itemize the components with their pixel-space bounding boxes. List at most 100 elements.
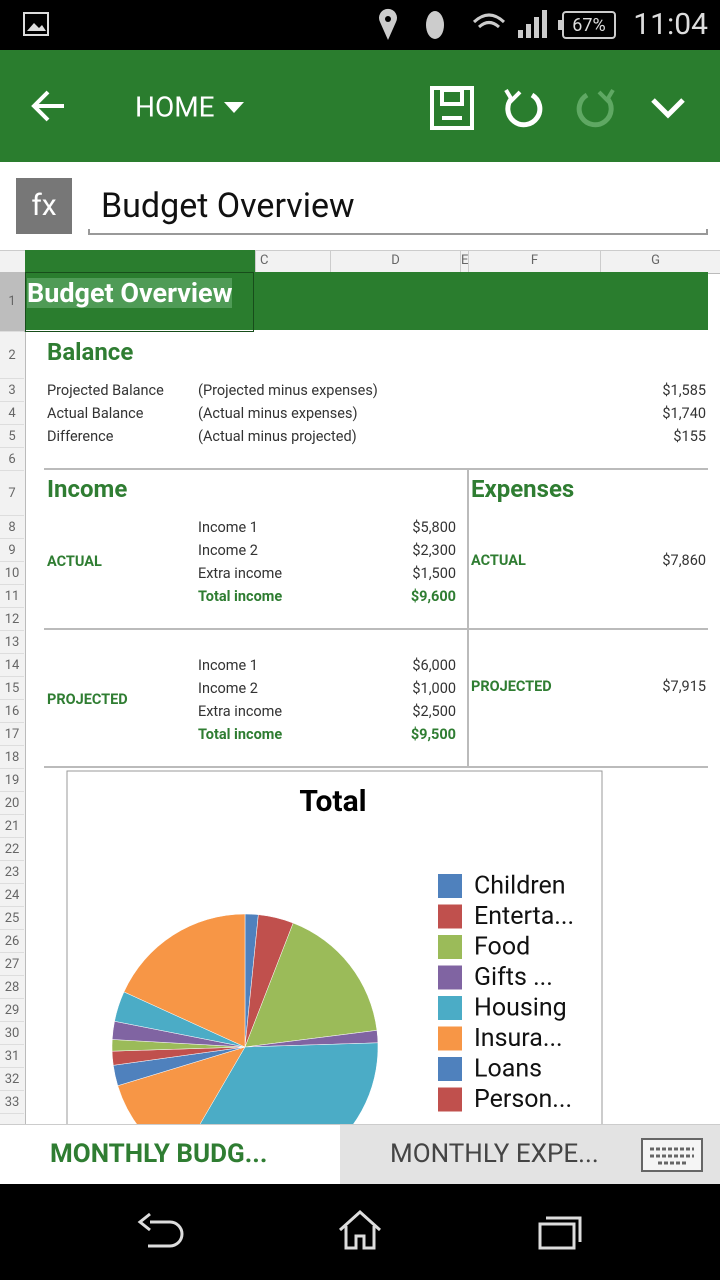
balance-heading: Balance bbox=[47, 338, 134, 366]
toolbar-icons: HOME bbox=[31, 86, 685, 130]
row-number: 27 bbox=[0, 953, 24, 976]
row-number: 5 bbox=[0, 425, 24, 448]
expenses-heading: Expenses bbox=[471, 475, 575, 503]
income-item-label: Income 2 bbox=[198, 541, 258, 559]
balance-note: (Actual minus expenses) bbox=[198, 404, 358, 422]
row-number: 26 bbox=[0, 930, 24, 953]
legend-label: Insura... bbox=[474, 1024, 563, 1053]
row-number: 20 bbox=[0, 792, 24, 815]
selected-cell[interactable] bbox=[25, 272, 254, 332]
pie-slice bbox=[244, 922, 378, 1048]
row-number: 12 bbox=[0, 608, 24, 631]
chart-title: Total bbox=[299, 784, 366, 819]
legend-label: Enterta... bbox=[474, 902, 574, 931]
legend-swatch bbox=[438, 1087, 462, 1112]
income-item-label: Extra income bbox=[198, 702, 283, 720]
row-number: 2 bbox=[0, 332, 24, 379]
pie-slice bbox=[117, 1046, 246, 1124]
nav-recents[interactable] bbox=[538, 1216, 582, 1250]
row-number: 11 bbox=[0, 585, 24, 608]
redo-button[interactable] bbox=[576, 88, 615, 128]
column-letter: D bbox=[330, 250, 460, 272]
row-number: 25 bbox=[0, 907, 24, 930]
formula-underline bbox=[88, 229, 708, 235]
legend-label: Housing bbox=[474, 994, 567, 1023]
nav-bar bbox=[0, 1184, 720, 1280]
menu-home[interactable]: HOME bbox=[135, 90, 215, 123]
legend-swatch bbox=[438, 1026, 462, 1051]
legend-swatch bbox=[438, 935, 462, 959]
row-number: 32 bbox=[0, 1068, 24, 1091]
income-total-label: Total income bbox=[198, 725, 283, 743]
column-header-selected bbox=[25, 250, 255, 272]
clock: 11:04 bbox=[633, 7, 708, 42]
row-header-bar bbox=[0, 272, 26, 1124]
balance-label: Actual Balance bbox=[47, 404, 144, 422]
expenses-actual-label: ACTUAL bbox=[471, 552, 526, 569]
keyboard-button[interactable] bbox=[640, 1137, 704, 1173]
status-icons: 67% 11:04 bbox=[23, 7, 708, 42]
legend-label: Person... bbox=[474, 1085, 572, 1114]
row-number: 21 bbox=[0, 815, 24, 838]
row-number: 22 bbox=[0, 838, 24, 861]
balance-value: $1,740 bbox=[662, 404, 706, 422]
balance-label: Difference bbox=[47, 427, 114, 445]
income-item-value: $6,000 bbox=[412, 656, 456, 674]
row-number: 7 bbox=[0, 471, 24, 516]
tab[interactable]: MONTHLY EXPE... bbox=[340, 1124, 720, 1185]
tab-active[interactable]: MONTHLY BUDG... bbox=[0, 1124, 340, 1185]
legend-swatch bbox=[438, 965, 462, 990]
row-number: 10 bbox=[0, 562, 24, 585]
income-block-label: PROJECTED bbox=[47, 690, 128, 708]
legend-label: Loans bbox=[474, 1055, 542, 1084]
income-item-value: $5,800 bbox=[412, 518, 456, 536]
nav-home[interactable] bbox=[338, 1209, 382, 1250]
battery: 67% bbox=[572, 15, 605, 36]
fx-icon: fx bbox=[16, 178, 72, 234]
divider bbox=[44, 628, 708, 630]
nav-back[interactable] bbox=[137, 1212, 184, 1248]
sheet-title: Budget Overview bbox=[27, 277, 233, 309]
divider bbox=[467, 468, 469, 766]
tab-label: MONTHLY EXPE... bbox=[390, 1139, 599, 1169]
row-number: 15 bbox=[0, 677, 24, 700]
income-item-value: $1,500 bbox=[412, 564, 456, 582]
income-item-value: $2,300 bbox=[412, 541, 456, 559]
back-button[interactable] bbox=[31, 90, 64, 122]
pie-slice bbox=[199, 1042, 379, 1124]
undo-button[interactable] bbox=[504, 88, 543, 128]
tab-label: MONTHLY BUDG... bbox=[50, 1139, 268, 1169]
save-button[interactable] bbox=[430, 86, 474, 130]
formula-input[interactable]: Budget Overview bbox=[101, 186, 355, 226]
legend-label: Food bbox=[474, 933, 530, 962]
legend-swatch bbox=[438, 996, 462, 1020]
row-number: 28 bbox=[0, 976, 24, 999]
row-number: 24 bbox=[0, 884, 24, 907]
expenses-projected-label: PROJECTED bbox=[471, 678, 552, 695]
income-total-value: $9,500 bbox=[410, 725, 456, 743]
balance-value: $1,585 bbox=[662, 381, 706, 399]
legend-swatch bbox=[438, 874, 462, 898]
row-number: 19 bbox=[0, 769, 24, 792]
income-item-label: Extra income bbox=[198, 564, 283, 582]
row-number: 29 bbox=[0, 999, 24, 1022]
row-number: 6 bbox=[0, 448, 24, 471]
toolbar: HOME bbox=[0, 50, 720, 162]
row-number: 14 bbox=[0, 654, 24, 677]
legend-swatch bbox=[438, 1057, 462, 1081]
row-number: 33 bbox=[0, 1091, 24, 1114]
pie-slice bbox=[123, 913, 246, 1048]
income-item-value: $1,000 bbox=[412, 679, 456, 697]
income-item-value: $2,500 bbox=[412, 702, 456, 720]
balance-value: $155 bbox=[673, 427, 706, 445]
column-letter: C bbox=[255, 250, 330, 272]
row-number: 23 bbox=[0, 861, 24, 884]
row-number: 30 bbox=[0, 1022, 24, 1045]
collapse-button[interactable] bbox=[651, 98, 685, 119]
income-block-label: ACTUAL bbox=[47, 552, 102, 570]
row-number: 4 bbox=[0, 402, 24, 425]
divider bbox=[44, 468, 708, 470]
income-total-value: $9,600 bbox=[410, 587, 456, 605]
